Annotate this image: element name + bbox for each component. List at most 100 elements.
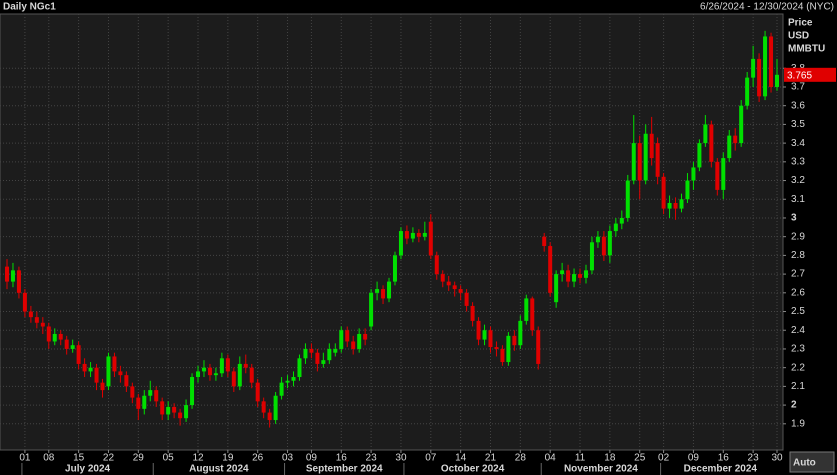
- y-tick-label: 2.8: [791, 250, 805, 261]
- candle-body: [64, 339, 69, 349]
- x-tick-label: 23: [366, 453, 378, 464]
- candle-body: [715, 161, 720, 190]
- candle-body: [82, 363, 87, 372]
- candle-body: [261, 401, 266, 413]
- candle-body: [458, 289, 463, 293]
- candle-body: [476, 320, 481, 340]
- candle-body: [530, 298, 535, 331]
- candle-body: [166, 406, 171, 415]
- month-label: October 2024: [441, 464, 505, 475]
- candle-body: [70, 345, 75, 349]
- candle-body: [661, 176, 666, 209]
- candle-body: [333, 348, 338, 353]
- candle-body: [345, 330, 350, 342]
- candle-body: [219, 358, 224, 374]
- y-label-bg: [785, 29, 837, 42]
- candle-body: [213, 373, 218, 376]
- candle-body: [745, 77, 750, 106]
- candle-body: [542, 236, 547, 247]
- candle-body: [422, 232, 427, 237]
- y-tick-label: 3.4: [791, 138, 805, 149]
- candle-body: [578, 274, 583, 278]
- candle-body: [52, 333, 57, 342]
- candle-body: [273, 395, 278, 421]
- candle-body: [231, 371, 236, 387]
- candle-body: [607, 231, 612, 256]
- candle-body: [225, 358, 230, 372]
- last-price-badge: [784, 67, 836, 82]
- candle-body: [112, 356, 117, 372]
- candle-body: [88, 367, 93, 372]
- candle-body: [160, 401, 165, 415]
- x-tick-label: 22: [103, 453, 115, 464]
- candle-body: [464, 292, 469, 306]
- x-tick-label: 14: [455, 453, 467, 464]
- candle-body: [595, 236, 600, 243]
- y-label-bg: [785, 42, 837, 55]
- x-tick-label: 23: [748, 453, 760, 464]
- candle-body: [255, 382, 260, 402]
- month-label: November 2024: [564, 464, 638, 475]
- candle-body: [685, 180, 690, 200]
- candle-body: [124, 375, 129, 387]
- candle-body: [237, 363, 242, 387]
- candle-body: [446, 281, 451, 286]
- chart-title: Daily NGc1: [3, 2, 56, 13]
- candle-body: [763, 36, 768, 97]
- candle-body: [733, 135, 738, 144]
- candle-body: [625, 180, 630, 218]
- candle-body: [207, 367, 212, 376]
- candle-body: [751, 58, 756, 78]
- x-tick-label: 30: [771, 453, 783, 464]
- auto-button-label[interactable]: Auto: [793, 458, 816, 469]
- x-tick-label: 05: [163, 453, 175, 464]
- y-tick-label: 3.5: [791, 119, 805, 130]
- candle-body: [572, 274, 577, 282]
- candle-body: [190, 377, 195, 406]
- candle-body: [410, 232, 415, 239]
- y-tick-label: 2.9: [791, 231, 805, 242]
- auto-button[interactable]: [789, 451, 835, 473]
- date-range: 6/26/2024 - 12/30/2024 (NYC): [700, 2, 834, 13]
- candle-body: [100, 382, 105, 391]
- candle-body: [631, 143, 636, 181]
- candle-body: [130, 386, 135, 398]
- candle-body: [566, 270, 571, 282]
- x-tick-label: 02: [658, 453, 670, 464]
- candle-body: [279, 382, 284, 396]
- candle-body: [249, 367, 254, 383]
- candle-body: [601, 236, 606, 256]
- x-tick-label: 25: [634, 453, 646, 464]
- month-label: December 2024: [684, 464, 758, 475]
- y-tick-label: 2.7: [791, 269, 805, 280]
- x-tick-label: 29: [133, 453, 145, 464]
- candle-body: [739, 105, 744, 144]
- candle-body: [482, 330, 487, 340]
- candle-body: [691, 167, 696, 181]
- candle-body: [327, 348, 332, 361]
- candle-body: [339, 330, 344, 349]
- x-tick-label: 08: [43, 453, 55, 464]
- x-tick-label: 09: [306, 453, 318, 464]
- y-axis-label: MMBTU: [788, 44, 825, 55]
- candle-body: [649, 133, 654, 159]
- candle-body: [470, 305, 475, 321]
- y-tick-label: 2.4: [791, 325, 805, 336]
- candle-body: [321, 360, 326, 364]
- y-tick-label: 3: [791, 213, 797, 224]
- x-tick-label: 12: [192, 453, 204, 464]
- x-tick-label: 15: [73, 453, 85, 464]
- candle-body: [416, 232, 421, 237]
- x-tick-label: 21: [485, 453, 497, 464]
- y-tick-label: 3.3: [791, 156, 805, 167]
- x-tick-label: 11: [575, 453, 586, 464]
- candle-body: [757, 58, 762, 97]
- candle-body: [297, 358, 302, 378]
- last-price-label: 3.765: [787, 70, 812, 81]
- month-label: September 2024: [306, 464, 383, 475]
- candle-body: [357, 333, 362, 349]
- candle-body: [613, 223, 618, 232]
- candle-body: [381, 289, 386, 299]
- candle-body: [404, 231, 409, 239]
- candle-body: [524, 298, 529, 321]
